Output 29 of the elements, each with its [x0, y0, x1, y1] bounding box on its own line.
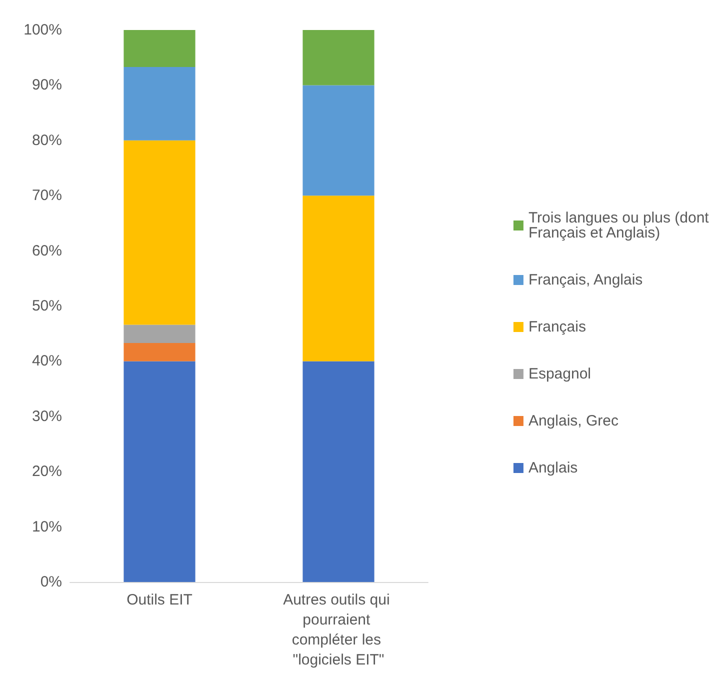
- bar: [302, 85, 374, 196]
- y-tick-label: 70%: [32, 187, 62, 204]
- y-tick-label: 30%: [32, 408, 62, 425]
- legend-label: Anglais: [528, 460, 578, 476]
- bar: [124, 342, 196, 362]
- bar: [124, 140, 196, 325]
- x-tick-label: Autres outils qui pourraient compléter les "logiciels EIT": [283, 592, 394, 668]
- y-tick-label: 40%: [32, 352, 62, 370]
- x-tick-label: Outils EIT: [126, 592, 192, 608]
- y-tick-label: 10%: [32, 518, 62, 536]
- y-tick-label: 20%: [32, 463, 62, 480]
- bar: [124, 30, 196, 67]
- bar: [302, 361, 374, 582]
- bar: [124, 324, 196, 343]
- y-tick-label: 100%: [24, 22, 62, 38]
- y-tick-label: 90%: [32, 76, 62, 94]
- bar: [124, 66, 196, 140]
- legend-label: Espagnol: [528, 366, 592, 382]
- bar: [302, 30, 374, 86]
- legend-label: Anglais, Grec: [528, 412, 619, 430]
- legend-label: Français: [528, 318, 586, 336]
- y-tick-label: 80%: [32, 132, 62, 149]
- y-tick-label: 0%: [40, 574, 62, 590]
- legend-label: Français, Anglais: [528, 272, 643, 288]
- bar: [302, 196, 374, 362]
- y-tick-label: 60%: [32, 242, 62, 260]
- bar: [124, 361, 196, 582]
- legend-label: Trois langues ou plus (dont Français et Anglais): [528, 210, 714, 242]
- y-tick-label: 50%: [32, 298, 62, 314]
